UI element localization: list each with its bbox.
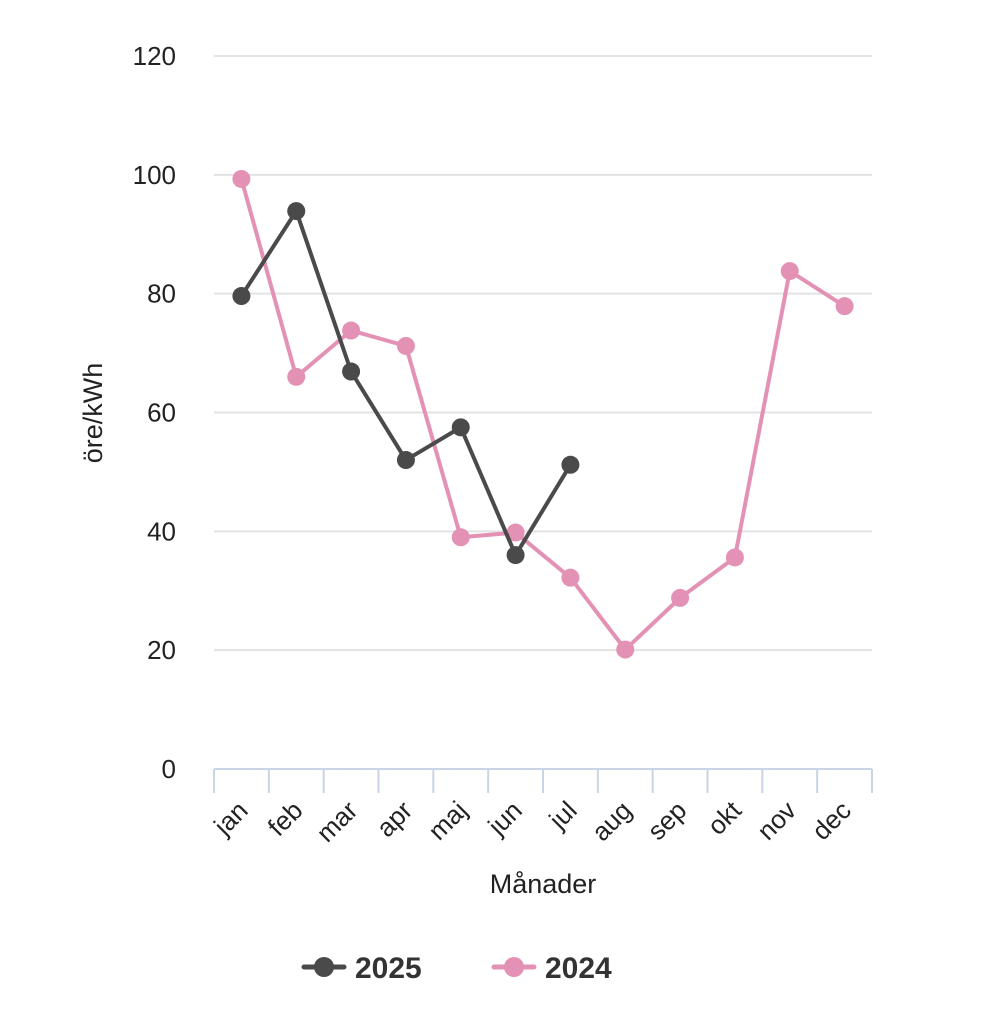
legend-label: 2025 — [355, 952, 422, 985]
data-point — [616, 640, 635, 659]
x-tick-label: dec — [806, 795, 857, 846]
legend: 2025 2024 — [301, 952, 612, 985]
y-tick-label: 0 — [162, 754, 176, 784]
x-tick-label: aug — [586, 795, 638, 847]
data-point — [561, 455, 580, 474]
data-point — [561, 568, 580, 587]
x-tick-label: apr — [370, 795, 418, 843]
y-tick-label: 120 — [133, 41, 176, 71]
series-2025 — [232, 202, 580, 565]
data-point — [287, 367, 306, 386]
data-point — [451, 528, 470, 547]
legend-item-2024: 2024 — [491, 952, 612, 985]
x-tick-label: sep — [641, 795, 692, 846]
series-line — [239, 176, 847, 652]
data-point — [232, 287, 251, 306]
y-tick-label: 40 — [147, 516, 176, 546]
x-tick-label: okt — [701, 794, 747, 840]
data-point — [342, 362, 361, 381]
data-point — [232, 169, 251, 188]
y-tick-label: 20 — [147, 635, 176, 665]
legend-marker — [504, 957, 524, 977]
data-point — [506, 546, 525, 565]
data-point — [342, 321, 361, 340]
x-tick-label: jul — [542, 795, 582, 835]
x-tick-label: maj — [422, 795, 473, 846]
x-tick-label: jan — [207, 795, 253, 841]
data-point — [835, 297, 854, 316]
series — [232, 169, 854, 659]
x-tick-label: jun — [481, 795, 527, 841]
y-axis-title: öre/kWh — [78, 363, 108, 464]
x-axis-title: Månader — [490, 869, 597, 899]
y-tick-labels: 0 20 40 60 80 100 120 — [133, 41, 176, 784]
data-point — [396, 336, 415, 355]
series-2024 — [232, 169, 854, 659]
data-point — [671, 588, 690, 607]
data-point — [780, 262, 799, 281]
data-point — [287, 202, 306, 221]
x-tick-label: nov — [751, 795, 802, 846]
x-tick-labels: jan feb mar apr maj jun jul aug sep okt nov dec — [207, 794, 857, 847]
legend-label: 2024 — [545, 952, 612, 985]
y-tick-label: 100 — [133, 160, 176, 190]
legend-marker — [314, 957, 334, 977]
legend-item-2025: 2025 — [301, 952, 422, 985]
data-point — [396, 451, 415, 470]
data-point — [506, 523, 525, 542]
x-axis — [213, 768, 873, 793]
y-tick-label: 80 — [147, 279, 176, 309]
data-point — [451, 418, 470, 437]
y-tick-label: 60 — [147, 398, 176, 428]
x-tick-label: feb — [262, 795, 309, 842]
x-tick-label: mar — [310, 795, 363, 848]
data-point — [725, 548, 744, 567]
